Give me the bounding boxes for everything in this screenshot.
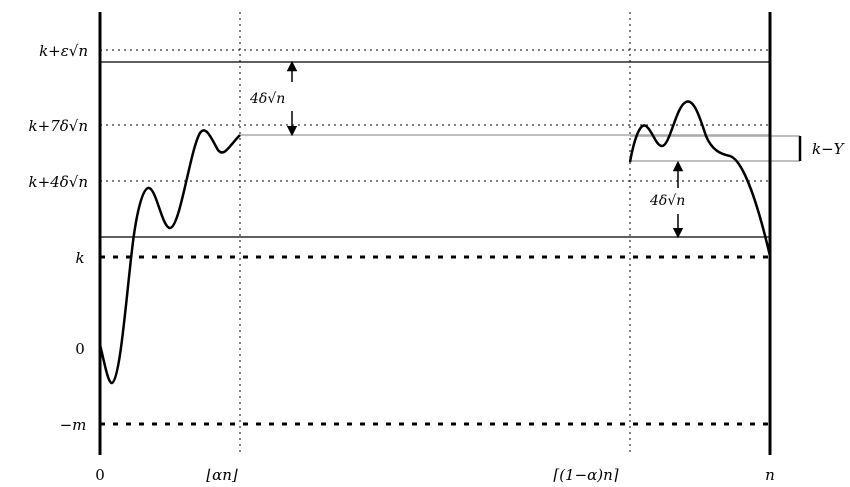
k-minus-y-label: k−Y [812, 140, 846, 158]
y-label-minus-m: −m [60, 416, 87, 434]
x-label-alpha-n: ⌊αn⌋ [206, 466, 238, 484]
y-label-zero: 0 [75, 340, 85, 358]
gap-label-right: 4δ√n [649, 193, 685, 209]
gap-label-left: 4δ√n [249, 91, 285, 107]
x-label-n: n [765, 466, 775, 484]
x-label-one-minus-alpha-n: ⌈(1−α)n⌉ [553, 466, 618, 484]
y-label-k4: k+4δ√n [29, 173, 88, 191]
x-label-zero: 0 [95, 466, 105, 484]
right-path-curve [628, 100, 772, 257]
y-label-k7: k+7δ√n [29, 117, 88, 135]
y-label-k-eps: k+ε√n [39, 42, 88, 60]
y-label-k: k [75, 249, 84, 267]
left-path-curve [98, 129, 241, 385]
